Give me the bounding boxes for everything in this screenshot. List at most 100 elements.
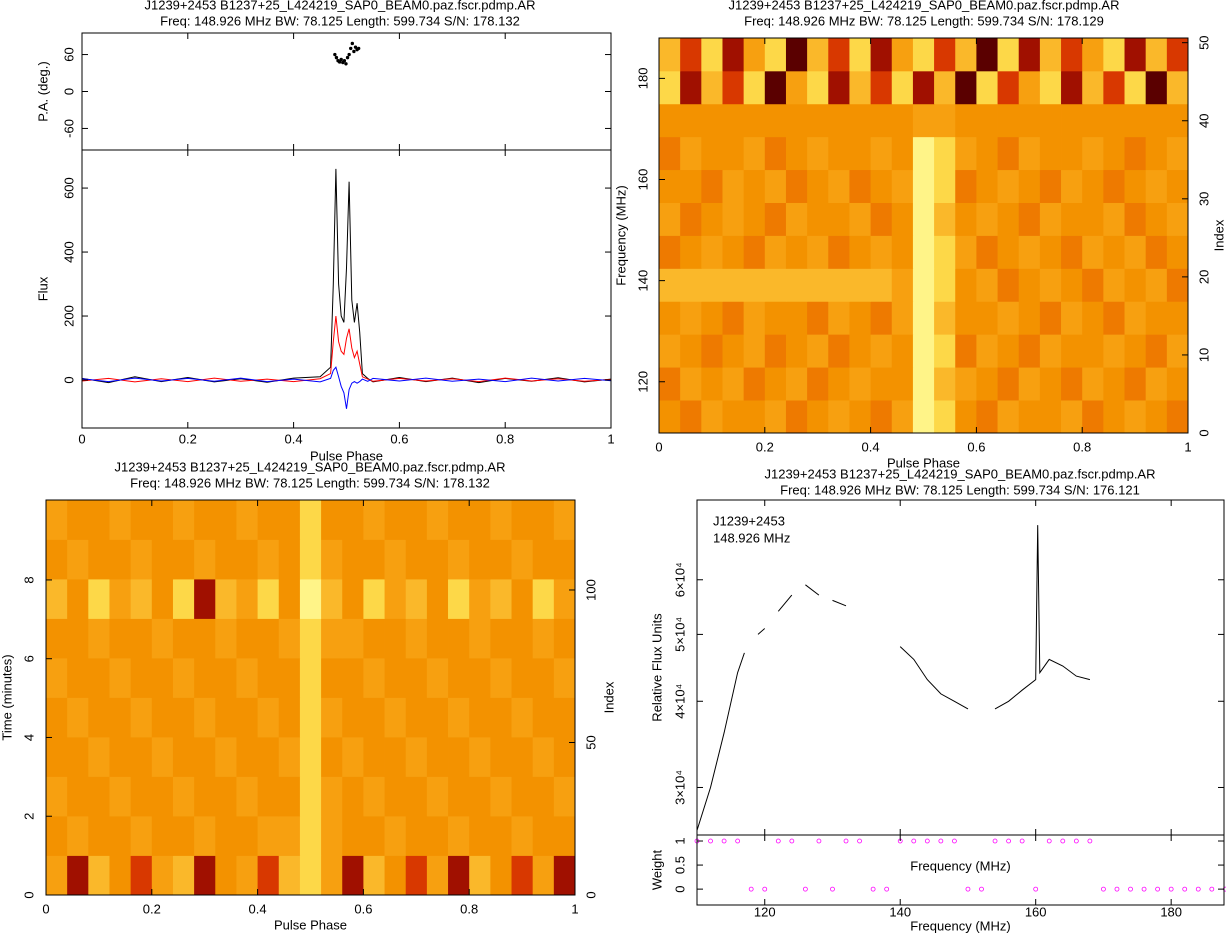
x-axis-label: Pulse Phase	[310, 448, 383, 463]
heatmap-cell	[743, 136, 766, 171]
heatmap-cell	[109, 658, 132, 698]
heatmap-cell	[405, 776, 428, 817]
heatmap-cell	[849, 202, 871, 236]
x-tick-label: 0.6	[354, 901, 372, 916]
heatmap-cell	[701, 136, 723, 171]
x-tick-label: 0.2	[179, 431, 197, 446]
heatmap-cell	[997, 70, 1020, 105]
y-tick-label: 8	[21, 576, 36, 583]
flux-line	[81, 315, 612, 383]
heatmap-cell	[46, 539, 68, 580]
y-tick-label: 140	[635, 270, 650, 292]
heatmap-cell	[722, 202, 745, 236]
heatmap-cell	[680, 400, 702, 434]
heatmap-cell	[215, 816, 237, 856]
weight-point	[721, 838, 727, 844]
heatmap-cell	[743, 169, 766, 203]
heatmap-cell	[1103, 38, 1125, 72]
heatmap-cell	[46, 816, 68, 856]
heatmap-cell	[1018, 400, 1041, 434]
heatmap-cell	[490, 776, 512, 817]
heatmap-cell	[1061, 334, 1083, 368]
heatmap-cell	[1103, 136, 1125, 171]
heatmap-cell	[215, 579, 237, 619]
heatmap-cell	[934, 103, 956, 138]
heatmap-cell	[511, 500, 534, 540]
heatmap-cell	[828, 268, 850, 302]
weight-point	[1073, 838, 1079, 844]
heatmap-cell	[1039, 367, 1062, 401]
heatmap-cell	[659, 367, 681, 401]
heatmap-cell	[743, 301, 766, 335]
heatmap-cell	[469, 500, 491, 540]
heatmap-cell	[88, 539, 110, 580]
heatmap-cell	[912, 235, 935, 269]
heatmap-cell	[807, 235, 829, 269]
weight-point	[1128, 886, 1133, 892]
heatmap-cell	[912, 70, 935, 105]
heatmap-cell	[172, 776, 195, 817]
spectrum-line	[696, 525, 1091, 831]
heatmap-cell	[363, 737, 385, 777]
heatmap-cell	[891, 400, 914, 434]
heatmap-cell	[870, 103, 893, 138]
heatmap-cell	[680, 136, 702, 171]
heatmap-cell	[553, 500, 576, 540]
heatmap-cell	[743, 70, 766, 105]
heatmap-cell	[1018, 235, 1041, 269]
heatmap-cell	[194, 855, 216, 896]
x-tick-label: 180	[1160, 904, 1182, 919]
heatmap-cell	[1061, 400, 1083, 434]
heatmap-cell	[997, 301, 1020, 335]
heatmap-cell	[807, 202, 829, 236]
heatmap-cell	[299, 539, 322, 580]
heatmap-cell	[743, 334, 766, 368]
heatmap-cell	[680, 235, 702, 269]
heatmap-cell	[722, 103, 745, 138]
y2-tick-label: 50	[1196, 35, 1211, 49]
heatmap-cell	[88, 697, 110, 738]
heatmap-cell	[722, 235, 745, 269]
heatmap-cell	[997, 136, 1020, 171]
heatmap-cell	[321, 658, 343, 698]
x-tick-label: 0	[42, 901, 49, 916]
heatmap-cell	[1145, 235, 1168, 269]
heatmap-cell	[1124, 367, 1147, 401]
heatmap-cell	[870, 400, 893, 434]
pa-point	[339, 57, 343, 62]
x-tick-label: 120	[754, 904, 776, 919]
heatmap-cell	[785, 103, 808, 138]
heatmap-cell	[680, 70, 702, 105]
heatmap-cell	[257, 658, 280, 698]
heatmap-cell	[46, 500, 68, 540]
y-tick-label: 5×10⁴	[672, 617, 687, 652]
heatmap-cell	[764, 367, 787, 401]
chart-title: J1239+2453 B1237+25_L424219_SAP0_BEAM0.p…	[144, 0, 535, 12]
y-tick-label: 0.5	[672, 856, 687, 874]
y-tick-label: 4	[21, 734, 36, 741]
heatmap-cell	[151, 737, 174, 777]
heatmap-cell	[659, 301, 681, 335]
heatmap-cell	[785, 70, 808, 105]
heatmap-cell	[849, 38, 871, 72]
heatmap-cell	[807, 136, 829, 171]
heatmap-cell	[891, 367, 914, 401]
heatmap-cell	[321, 500, 343, 540]
heatmap-cell	[384, 618, 407, 659]
heatmap-cell	[743, 268, 766, 302]
heatmap-cell	[532, 737, 555, 777]
heatmap-cell	[130, 539, 153, 580]
heatmap-cell	[976, 169, 998, 203]
heatmap-cell	[1082, 400, 1104, 434]
heatmap-cell	[405, 539, 428, 580]
heatmap-cell	[1061, 301, 1083, 335]
heatmap-cell	[151, 539, 174, 580]
heatmap-cell	[807, 367, 829, 401]
heatmap-cell	[553, 697, 576, 738]
heatmap-cell	[764, 268, 787, 302]
weight-point	[708, 838, 713, 844]
heatmap-cell	[46, 618, 68, 659]
heatmap-cell	[764, 70, 787, 105]
heatmap-cell	[426, 500, 449, 540]
heatmap-cell	[891, 38, 914, 72]
